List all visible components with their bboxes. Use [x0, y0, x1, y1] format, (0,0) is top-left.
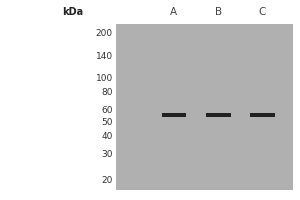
Text: kDa: kDa [62, 7, 84, 17]
Text: B: B [214, 7, 222, 17]
Bar [250, 113, 275, 117]
Bar [206, 113, 231, 117]
Text: C: C [259, 7, 266, 17]
Bar [161, 113, 186, 117]
Text: A: A [170, 7, 178, 17]
